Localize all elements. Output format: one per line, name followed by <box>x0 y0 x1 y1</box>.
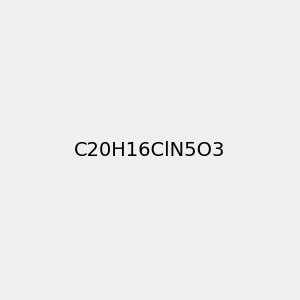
Text: C20H16ClN5O3: C20H16ClN5O3 <box>74 140 226 160</box>
